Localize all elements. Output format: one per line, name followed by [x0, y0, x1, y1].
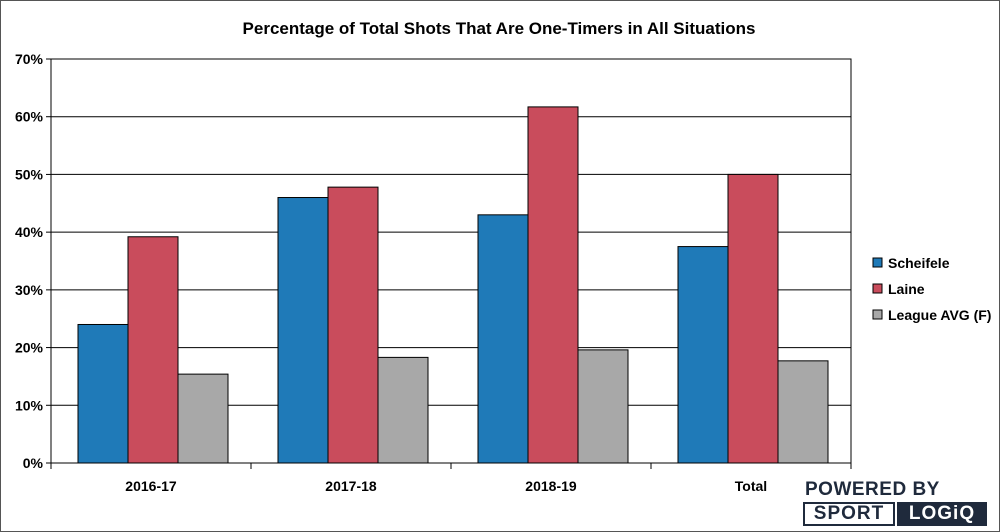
x-tick-label: Total — [735, 478, 767, 494]
legend-swatch — [872, 283, 883, 294]
bar — [377, 356, 429, 464]
bar — [277, 197, 329, 464]
legend-swatch — [872, 257, 883, 268]
legend-label: Scheifele — [888, 255, 950, 271]
bars — [77, 106, 829, 464]
bar — [177, 373, 229, 464]
x-tick-label: 2016-17 — [125, 478, 177, 494]
logo-logiq-text: LOGiQ — [897, 502, 987, 526]
logo-powered-by-text: POWERED BY — [805, 479, 940, 500]
legend-swatch — [872, 309, 883, 320]
y-tick-label: 20% — [15, 340, 44, 356]
y-tick-label: 50% — [15, 166, 44, 182]
y-tick-label: 40% — [15, 224, 44, 240]
y-axis: 0% 10% 20% 30% 40% 50% 60% 70% — [15, 51, 51, 471]
y-tick-label: 0% — [23, 455, 44, 471]
bar — [477, 214, 529, 464]
bar — [677, 246, 729, 464]
x-tick-label: 2017-18 — [325, 478, 377, 494]
legend-label: League AVG (F) — [888, 307, 991, 323]
y-tick-label: 30% — [15, 282, 44, 298]
bar — [727, 173, 779, 464]
bar — [527, 106, 579, 464]
y-tick-label: 10% — [15, 397, 44, 413]
bar — [327, 186, 379, 464]
logo-sport-text: SPORT — [803, 502, 895, 526]
y-tick-label: 60% — [15, 109, 44, 125]
bar — [777, 360, 829, 464]
x-axis: 2016-17 2017-18 2018-19 Total — [50, 463, 852, 494]
legend: Scheifele Laine League AVG (F) — [872, 255, 991, 323]
x-tick-label: 2018-19 — [525, 478, 577, 494]
bar — [127, 236, 179, 464]
chart-title: Percentage of Total Shots That Are One-T… — [243, 19, 756, 38]
powered-by-logo: POWERED BY SPORT LOGiQ — [799, 479, 994, 529]
legend-label: Laine — [888, 281, 925, 297]
bar — [577, 349, 629, 464]
bar — [77, 323, 129, 464]
y-tick-label: 70% — [15, 51, 44, 67]
